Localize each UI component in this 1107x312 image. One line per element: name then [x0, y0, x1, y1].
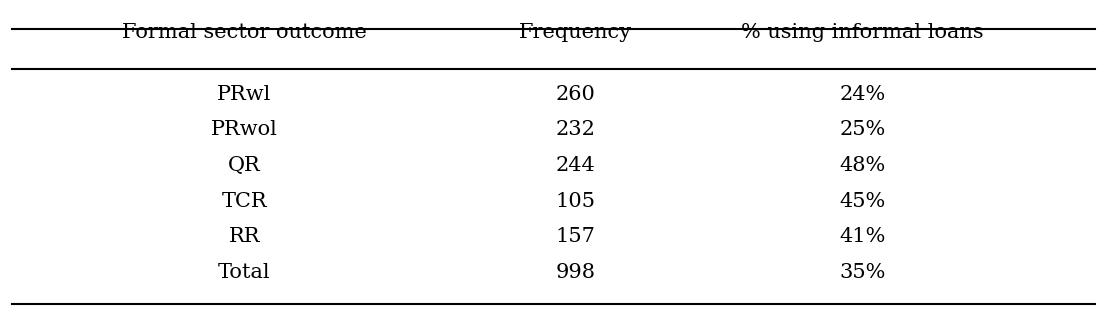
Text: 232: 232 — [556, 120, 596, 139]
Text: Total: Total — [218, 263, 270, 282]
Text: 244: 244 — [556, 156, 596, 175]
Text: PRwl: PRwl — [217, 85, 271, 104]
Text: RR: RR — [228, 227, 260, 246]
Text: 48%: 48% — [839, 156, 886, 175]
Text: 157: 157 — [556, 227, 596, 246]
Text: 998: 998 — [556, 263, 596, 282]
Text: PRwol: PRwol — [210, 120, 278, 139]
Text: 35%: 35% — [839, 263, 886, 282]
Text: QR: QR — [228, 156, 260, 175]
Text: 45%: 45% — [839, 192, 886, 211]
Text: 105: 105 — [556, 192, 596, 211]
Text: % using informal loans: % using informal loans — [742, 23, 984, 42]
Text: 24%: 24% — [839, 85, 886, 104]
Text: 25%: 25% — [839, 120, 886, 139]
Text: 41%: 41% — [839, 227, 886, 246]
Text: Formal sector outcome: Formal sector outcome — [122, 23, 366, 42]
Text: Frequency: Frequency — [519, 23, 632, 42]
Text: TCR: TCR — [221, 192, 267, 211]
Text: 260: 260 — [556, 85, 596, 104]
